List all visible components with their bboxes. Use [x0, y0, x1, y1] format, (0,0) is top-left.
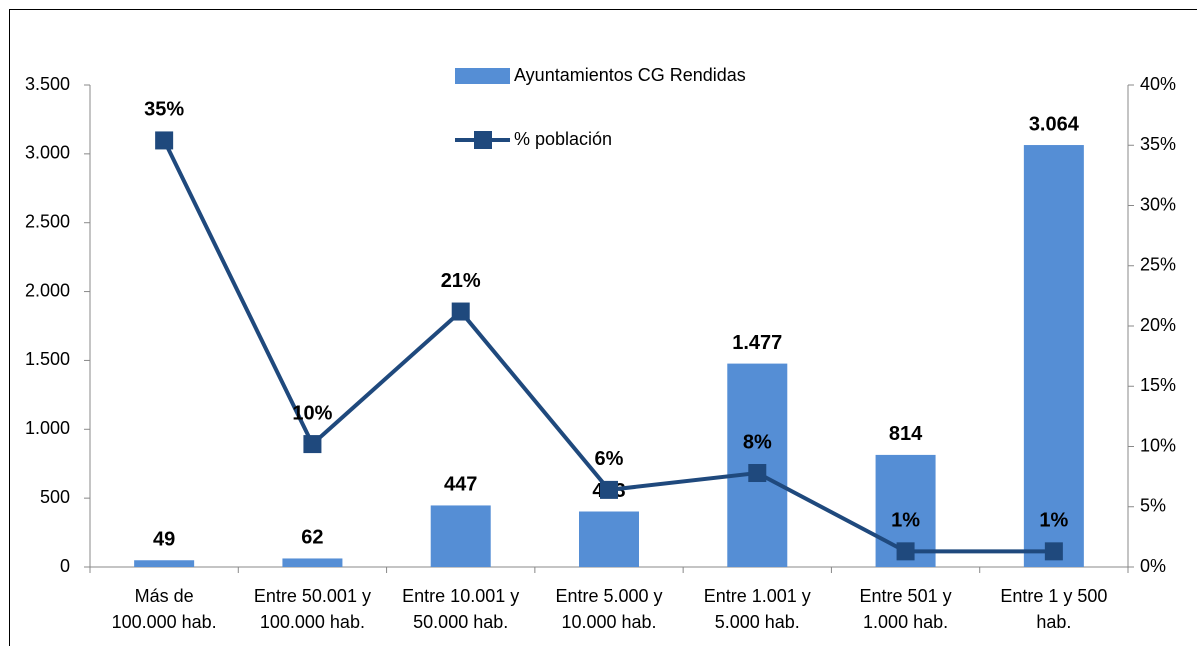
x-tick-label: Entre 1 y 500	[1000, 586, 1107, 606]
line-value-label: 21%	[441, 270, 481, 292]
line-marker	[600, 481, 618, 499]
x-tick-label: Entre 10.001 y	[402, 586, 519, 606]
bar-value-label: 62	[301, 527, 323, 549]
x-tick-label: Más de	[135, 586, 194, 606]
x-tick-label: 50.000 hab.	[413, 612, 508, 632]
line-marker	[1045, 542, 1063, 560]
line-marker	[748, 464, 766, 482]
line-marker	[155, 131, 173, 149]
line-value-label: 8%	[743, 431, 772, 453]
y2-tick-label: 10%	[1140, 435, 1176, 455]
legend-label: Ayuntamientos CG Rendidas	[514, 65, 746, 85]
bar-value-label: 49	[153, 529, 175, 551]
x-tick-label: Entre 1.001 y	[704, 586, 811, 606]
bar-value-label: 3.064	[1029, 113, 1080, 135]
y2-tick-label: 30%	[1140, 194, 1176, 214]
x-tick-label: 1.000 hab.	[863, 612, 948, 632]
line-value-label: 1%	[891, 510, 920, 532]
x-tick-label: Entre 50.001 y	[254, 586, 371, 606]
y2-tick-label: 5%	[1140, 496, 1166, 516]
y-tick-label: 3.500	[25, 74, 70, 94]
x-tick-label: Entre 501 y	[860, 586, 952, 606]
y2-tick-label: 25%	[1140, 255, 1176, 275]
y-tick-label: 1.000	[25, 418, 70, 438]
x-tick-label: 100.000 hab.	[260, 612, 365, 632]
bar	[134, 560, 194, 567]
x-tick-label: hab.	[1036, 612, 1071, 632]
line-value-label: 35%	[144, 99, 184, 121]
line-marker	[452, 303, 470, 321]
x-tick-label: Entre 5.000 y	[555, 586, 662, 606]
bar-value-label: 1.477	[732, 332, 782, 354]
y-tick-label: 3.000	[25, 143, 70, 163]
line-value-label: 6%	[595, 448, 624, 470]
legend-label: % población	[514, 129, 612, 149]
x-tick-label: 10.000 hab.	[561, 612, 656, 632]
line-value-label: 10%	[292, 402, 332, 424]
bar	[431, 505, 491, 567]
y-tick-label: 2.000	[25, 280, 70, 300]
bar	[1024, 145, 1084, 567]
legend-swatch	[474, 131, 492, 149]
line-value-label: 1%	[1039, 510, 1068, 532]
y-tick-label: 0	[60, 556, 70, 576]
y-tick-label: 2.500	[25, 211, 70, 231]
y2-tick-label: 20%	[1140, 315, 1176, 335]
bar	[282, 558, 342, 567]
y2-tick-label: 15%	[1140, 375, 1176, 395]
legend-swatch	[455, 68, 510, 84]
line-marker	[303, 435, 321, 453]
line-marker	[897, 542, 915, 560]
y2-tick-label: 0%	[1140, 556, 1166, 576]
x-tick-label: 100.000 hab.	[112, 612, 217, 632]
bar	[579, 512, 639, 567]
bar-value-label: 814	[889, 423, 923, 445]
y2-tick-label: 40%	[1140, 74, 1176, 94]
bar-value-label: 447	[444, 474, 477, 496]
x-tick-label: 5.000 hab.	[715, 612, 800, 632]
y-tick-label: 500	[40, 487, 70, 507]
y2-tick-label: 35%	[1140, 134, 1176, 154]
y-tick-label: 1.500	[25, 349, 70, 369]
